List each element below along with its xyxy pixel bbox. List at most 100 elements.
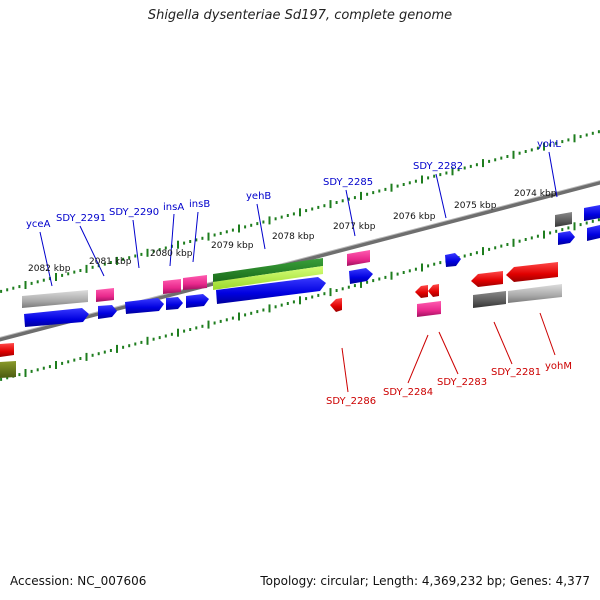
major-tick [85,352,88,361]
minor-tick [48,365,51,369]
minor-tick [18,285,21,289]
minor-tick [524,238,527,241]
minor-tick [274,305,277,309]
minor-tick [341,287,344,291]
minor-tick [494,246,497,250]
major-tick [85,264,88,273]
major-tick [482,247,484,256]
minor-tick [335,289,338,292]
gene-label: SDY_2290 [109,207,159,218]
kbp-label: 2076 kbp [393,212,436,222]
minor-tick [164,246,167,250]
major-tick [116,256,118,265]
minor-tick [500,156,503,160]
minor-tick [97,352,100,356]
minor-tick [0,377,3,381]
minor-tick [134,342,137,346]
minor-tick [597,218,600,222]
gene-label: SDY_2286 [326,396,376,407]
minor-tick [518,239,521,243]
minor-tick [536,234,539,238]
major-tick [573,134,576,143]
major-tick [24,369,27,377]
minor-tick [506,155,509,158]
minor-tick [305,209,308,213]
minor-tick [555,229,558,233]
minor-tick [250,311,253,315]
minor-tick [311,207,314,211]
minor-tick [262,308,265,312]
kbp-label: 2075 kbp [454,201,497,211]
minor-tick [317,293,320,297]
major-tick [512,238,515,247]
minor-tick [256,222,259,226]
minor-tick [567,226,570,230]
forward-features [22,205,600,327]
kbp-labels: 2082 kbp 2081 kbp 2080 kbp 2079 kbp 2078… [28,189,557,274]
kbp-label: 2081 kbp [89,257,132,267]
minor-tick [427,176,430,180]
minor-tick [378,189,381,193]
minor-tick [292,212,295,216]
gene-labels-bottom: SDY_2286 SDY_2284 SDY_2283 SDY_2281 yohM [326,361,572,407]
minor-tick [366,280,369,284]
cds-reverse-arrow [506,262,558,282]
minor-tick [152,249,155,253]
minor-tick [91,265,94,269]
minor-tick [158,336,161,340]
minor-tick [433,262,436,266]
minor-tick [433,174,436,178]
reverse-features [0,262,562,378]
minor-tick [591,219,594,223]
genome-summary-text: Topology: circular; Length: 4,369,232 bp… [260,574,590,588]
minor-tick [30,281,33,285]
minor-tick [183,241,186,245]
minor-tick [244,313,247,317]
minor-tick [341,199,344,203]
minor-tick [396,272,399,276]
gray-feature [508,284,562,303]
major-tick [573,222,576,231]
minor-tick [463,254,466,258]
kbp-label: 2078 kbp [272,232,315,242]
minor-tick [488,159,491,163]
major-tick [329,288,332,297]
cds-forward-arrow [24,308,89,327]
minor-tick [109,349,112,352]
kbp-label: 2082 kbp [28,264,71,274]
minor-tick [79,269,82,272]
minor-tick [6,288,9,292]
minor-tick [530,236,533,240]
major-tick [268,304,271,313]
minor-tick [408,181,411,185]
gene-label: SDY_2284 [383,387,433,398]
minor-tick [408,269,411,273]
green-feature [213,258,323,282]
cds-reverse-arrow [428,284,439,297]
major-tick [543,142,545,151]
minor-tick [366,192,369,196]
major-tick [268,216,271,225]
major-tick [116,344,118,353]
kbp-label: 2074 kbp [514,189,557,199]
minor-tick [549,231,552,235]
major-tick [238,224,240,233]
gene-label: SDY_2283 [437,377,487,388]
minor-tick [518,151,521,155]
gene-label: insB [189,199,210,210]
major-tick [55,361,57,369]
minor-tick [42,278,45,282]
dark-feature [555,212,572,227]
trna-feature [183,275,207,290]
gray-feature [22,290,88,308]
minor-tick [524,150,527,153]
minor-tick [536,146,539,150]
minor-tick [579,223,582,227]
major-tick [207,232,210,241]
minor-tick [402,271,405,274]
minor-tick [213,321,216,325]
minor-tick [128,344,131,348]
minor-tick [469,164,472,168]
